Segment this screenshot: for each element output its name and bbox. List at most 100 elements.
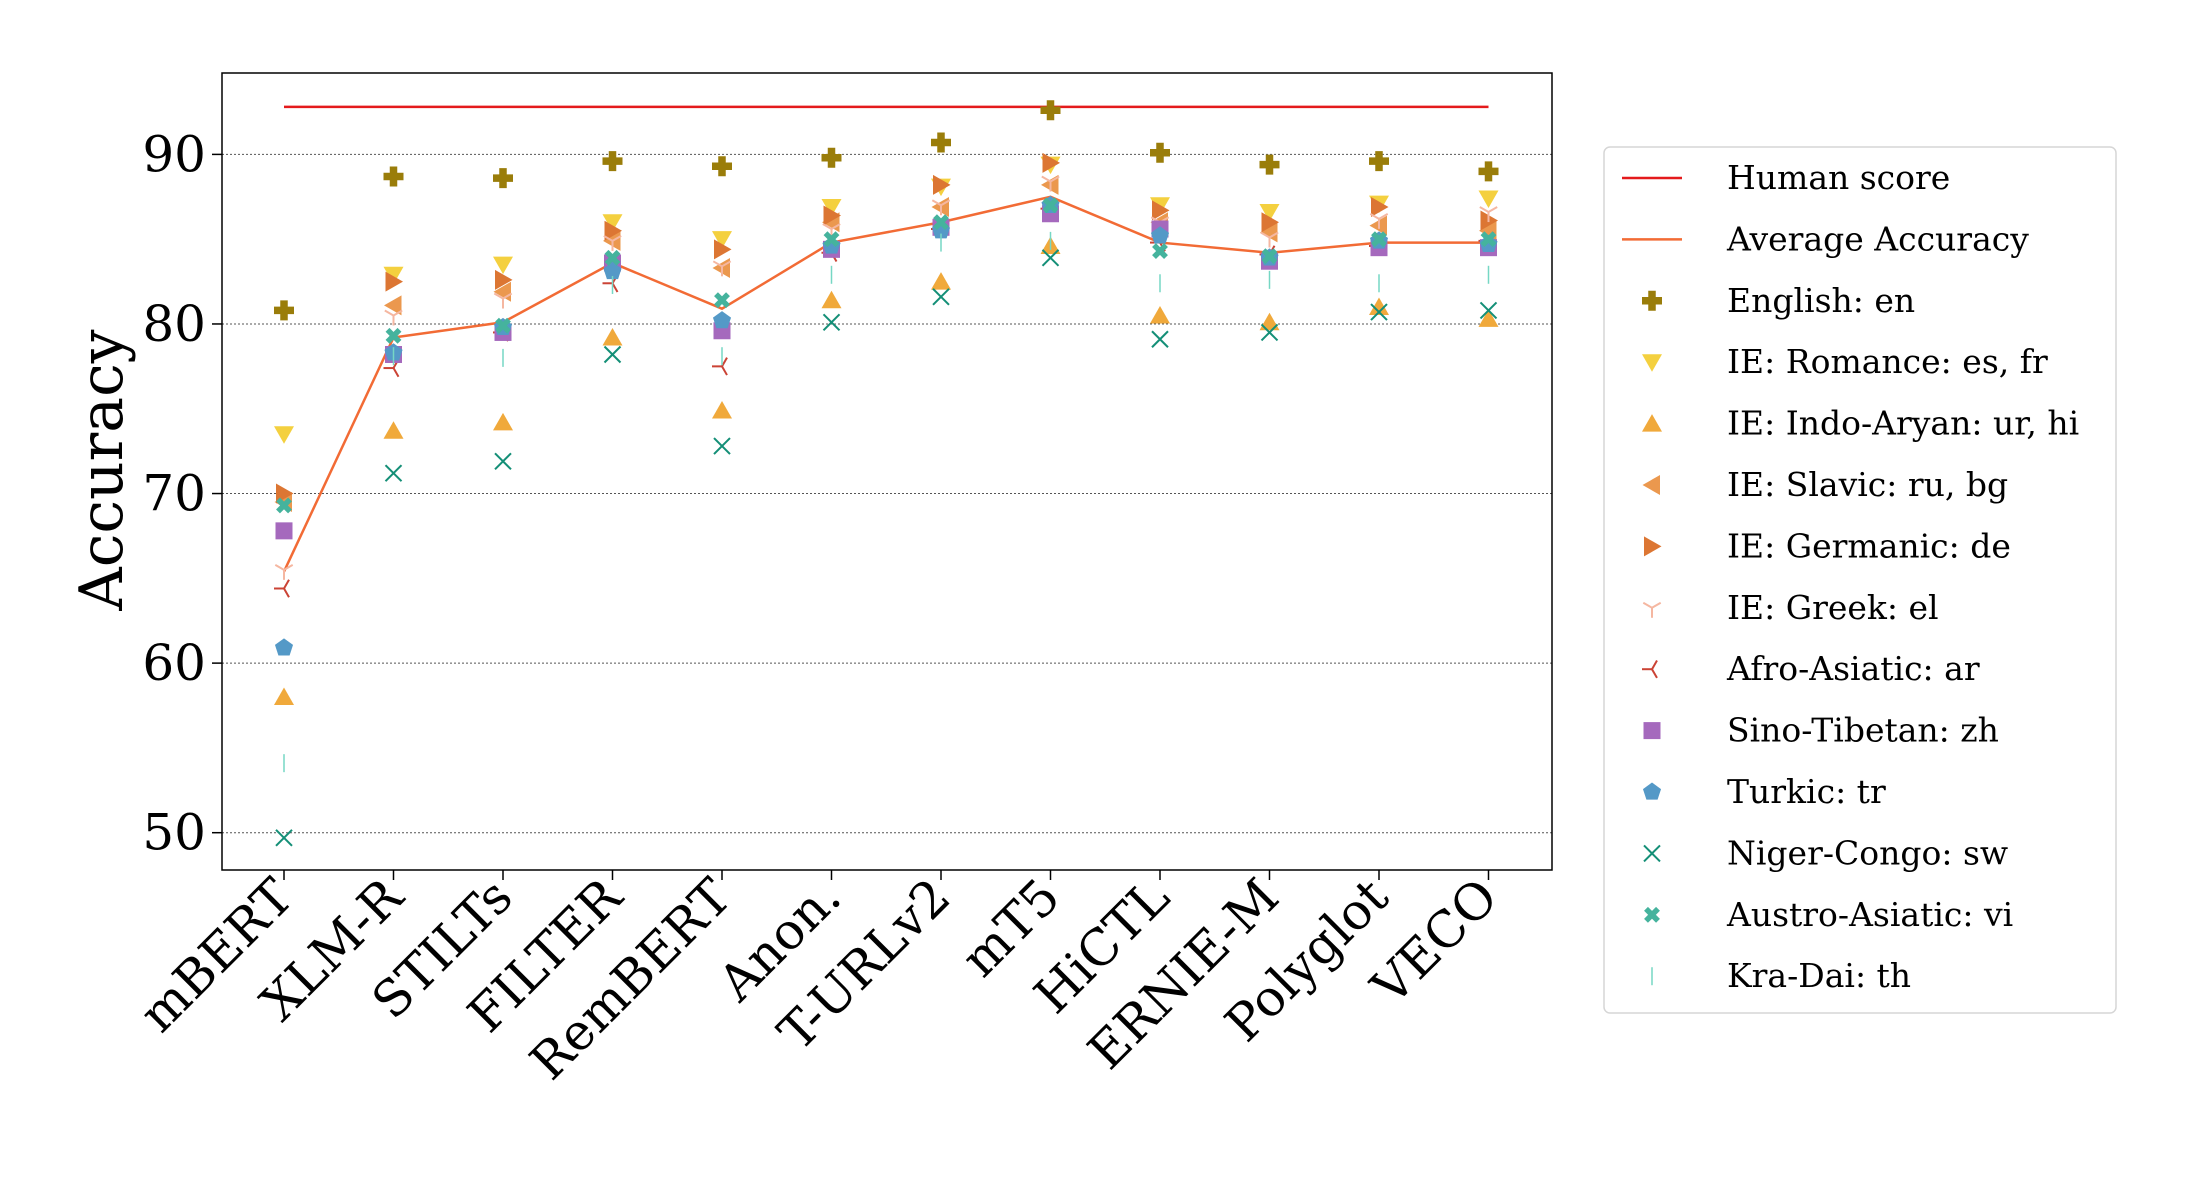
legend-marker-swatch (1644, 536, 1662, 557)
legend-label: Kra-Dai: th (1727, 956, 1911, 995)
point-ie-germanic-de-rembert (714, 239, 732, 260)
point-english-en-xlm-r (383, 166, 404, 187)
legend-label: IE: Germanic: de (1727, 526, 2011, 565)
point-niger-congo-sw-stilts (494, 452, 512, 471)
legend-label: Afro-Asiatic: ar (1726, 649, 1980, 688)
point-turkic-tr-hictl (1150, 226, 1170, 244)
point-english-en-mbert (274, 300, 294, 321)
point-niger-congo-sw-veco (1479, 301, 1498, 320)
point-niger-congo-sw-anon (822, 313, 841, 331)
point-niger-congo-sw-t-urlv2 (932, 288, 950, 306)
series-austro-asiatic-vi (276, 197, 1497, 514)
point-ie-romance-es-fr-rembert (712, 231, 732, 249)
point-ie-germanic-de-ernie-m (1261, 212, 1279, 233)
point-ie-greek-el-rembert (712, 260, 732, 277)
series-english-en (274, 100, 1499, 321)
legend-label: Average Accuracy (1726, 219, 2029, 258)
series-sino-tibetan-zh (275, 205, 1497, 540)
point-english-en-stilts (493, 168, 513, 189)
point-english-en-veco (1478, 161, 1499, 182)
legend-entry-kra-dai-th: Kra-Dai: th (1651, 956, 1911, 995)
legend-marker-swatch (1642, 354, 1662, 372)
point-ie-slavic-ru-bg-xlm-r (384, 295, 402, 316)
legend-marker-swatch (1643, 722, 1661, 740)
point-afro-asiatic-ar-mbert (274, 579, 290, 598)
point-niger-congo-sw-filter (603, 345, 622, 364)
legend-label: Austro-Asiatic: vi (1726, 895, 2013, 934)
point-austro-asiatic-vi-veco (1480, 231, 1497, 248)
point-ie-germanic-de-anon (823, 205, 841, 226)
series-ie-slavic-ru-bg (274, 174, 1497, 513)
legend-entry-turkic-tr: Turkic: tr (1642, 772, 1886, 811)
point-austro-asiatic-vi-filter (604, 249, 621, 266)
legend-entry-ie-romance-es-fr: IE: Romance: es, fr (1642, 342, 2048, 381)
point-ie-germanic-de-hictl (1152, 200, 1170, 221)
point-austro-asiatic-vi-stilts (495, 317, 511, 334)
series-afro-asiatic-ar (274, 199, 1495, 598)
point-austro-asiatic-vi-polyglot (1371, 231, 1387, 248)
point-ie-indo-aryan-ur-hi-hictl (1150, 305, 1170, 324)
series-ie-greek-el (274, 175, 1498, 580)
point-ie-indo-aryan-ur-hi-filter (602, 328, 623, 346)
point-austro-asiatic-vi-ernie-m (1261, 248, 1278, 265)
legend-entry-human-score: Human score (1622, 158, 1950, 197)
legend-entry-afro-asiatic-ar: Afro-Asiatic: ar (1642, 649, 1980, 688)
point-ie-indo-aryan-ur-hi-rembert (712, 400, 732, 419)
legend-label: Human score (1727, 158, 1950, 197)
legend-marker-swatch (1643, 844, 1661, 863)
legend-box (1603, 146, 2117, 1014)
legend-entry-average-accuracy: Average Accuracy (1622, 219, 2029, 258)
point-ie-greek-el-ernie-m (1260, 231, 1279, 248)
point-english-en-ernie-m (1259, 154, 1280, 175)
legend-entry-ie-indo-aryan-ur-hi: IE: Indo-Aryan: ur, hi (1642, 404, 2079, 443)
legend-entry-niger-congo-sw: Niger-Congo: sw (1643, 833, 2008, 872)
legend-entry-ie-slavic-ru-bg: IE: Slavic: ru, bg (1642, 465, 2008, 504)
point-ie-indo-aryan-ur-hi-stilts (493, 412, 513, 431)
point-afro-asiatic-ar-rembert (712, 357, 728, 376)
series-niger-congo-sw (275, 249, 1498, 847)
point-ie-greek-el-xlm-r (384, 309, 403, 326)
legend-label: Sino-Tibetan: zh (1727, 711, 1999, 750)
point-ie-greek-el-stilts (493, 292, 513, 309)
point-ie-romance-es-fr-stilts (493, 256, 513, 275)
grid-lines (222, 153, 1552, 834)
legend-marker-swatch (1642, 414, 1662, 432)
y-tick-label-70: 70 (142, 465, 206, 523)
series-ie-indo-aryan-ur-hi (274, 236, 1499, 706)
point-sino-tibetan-zh-mbert (275, 522, 293, 540)
legend-marker-swatch (1644, 906, 1660, 923)
point-english-en-t-urlv2 (931, 132, 951, 153)
point-ie-indo-aryan-ur-hi-veco (1478, 309, 1499, 327)
point-ie-greek-el-polyglot (1369, 212, 1389, 229)
point-ie-romance-es-fr-mbert (274, 426, 294, 444)
point-ie-indo-aryan-ur-hi-xlm-r (383, 421, 404, 439)
series-kra-dai-th (283, 231, 1490, 773)
marker-layer (274, 100, 1499, 847)
legend-entry-austro-asiatic-vi: Austro-Asiatic: vi (1644, 895, 2013, 934)
point-english-en-anon (821, 147, 842, 168)
point-austro-asiatic-vi-mbert (276, 497, 292, 514)
point-ie-greek-el-filter (603, 235, 622, 251)
point-ie-greek-el-t-urlv2 (931, 199, 951, 216)
point-ie-indo-aryan-ur-hi-mbert (274, 687, 294, 706)
legend-label: Niger-Congo: sw (1727, 833, 2008, 872)
y-tick-label-80: 80 (142, 295, 206, 353)
point-english-en-polyglot (1369, 151, 1389, 172)
legend-label: IE: Indo-Aryan: ur, hi (1727, 404, 2079, 443)
line-series-layer (282, 105, 1489, 573)
point-austro-asiatic-vi-mt5 (1042, 197, 1059, 214)
point-english-en-filter (602, 151, 623, 172)
point-ie-slavic-ru-bg-ernie-m (1260, 222, 1278, 243)
legend-marker-swatch (1642, 290, 1662, 311)
legend-label: Turkic: tr (1727, 772, 1886, 811)
point-niger-congo-sw-mt5 (1041, 249, 1060, 267)
point-ie-greek-el-veco (1479, 206, 1498, 223)
point-turkic-tr-rembert (712, 311, 732, 329)
point-austro-asiatic-vi-rembert (714, 292, 730, 309)
point-ie-greek-el-mt5 (1041, 175, 1060, 192)
point-turkic-tr-filter (603, 261, 622, 280)
y-axis-ticks: 50 60 70 80 90 (142, 125, 222, 862)
point-english-en-hictl (1150, 142, 1170, 163)
legend-label: IE: Romance: es, fr (1727, 342, 2048, 381)
